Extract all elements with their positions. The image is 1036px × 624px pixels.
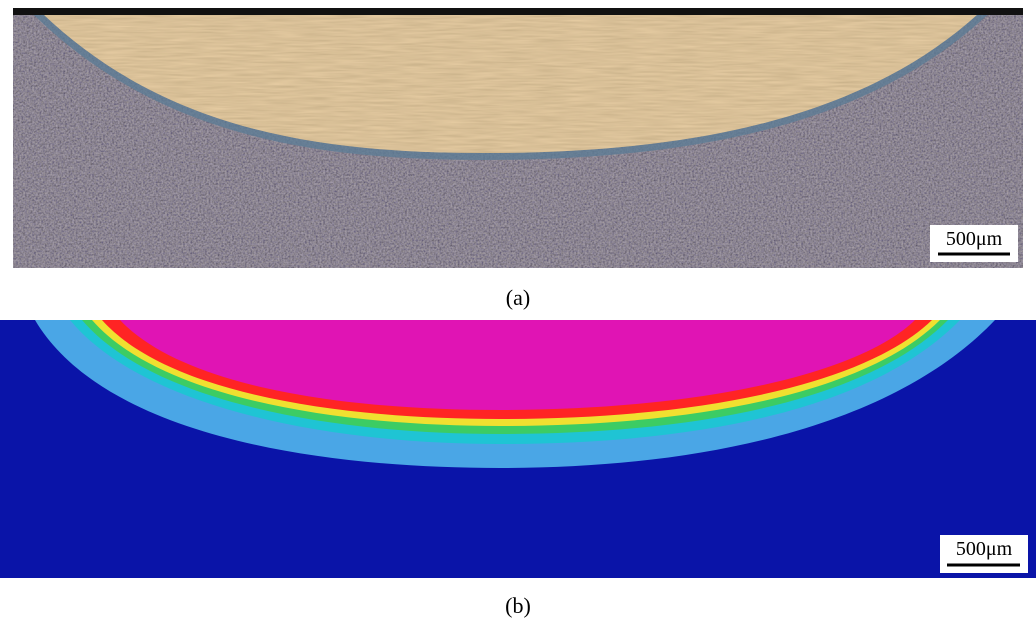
page: 500μm (a) 500μm (b) (() => { const data … <box>0 0 1036 619</box>
micrograph <box>13 8 1023 268</box>
caption: (b) <box>505 593 531 618</box>
simulation <box>0 320 1036 578</box>
scale-label: 500μm <box>946 228 1003 250</box>
caption: (a) <box>506 285 530 310</box>
scale-label: 500μm <box>956 538 1013 560</box>
scale-bar: 500μm <box>930 225 1018 262</box>
scale-bar: 500μm <box>940 535 1028 573</box>
figure: 500μm (a) 500μm (b) <box>0 0 1036 619</box>
